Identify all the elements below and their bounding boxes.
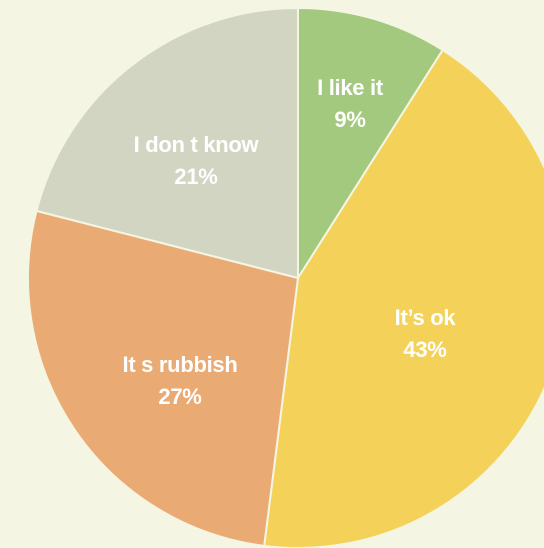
slice-label-3: I don t know	[134, 132, 260, 157]
pie-slice-3	[35, 6, 299, 280]
pie-slice-1	[263, 48, 544, 548]
slice-label-2: It s rubbish	[123, 352, 238, 377]
slice-value-0: 9%	[334, 107, 365, 132]
pie-labels: I like it 9% It’s ok 43% It s rubbish 27% I do…	[123, 75, 457, 409]
slice-label-0: I like it	[317, 75, 384, 100]
slice-value-1: 43%	[403, 337, 446, 362]
pie-slices	[27, 6, 544, 548]
slice-value-3: 21%	[174, 164, 217, 189]
pie-slice-0	[297, 6, 445, 282]
pie-slice-2	[27, 209, 300, 547]
slice-value-2: 27%	[158, 384, 201, 409]
slice-label-1: It’s ok	[395, 305, 457, 330]
